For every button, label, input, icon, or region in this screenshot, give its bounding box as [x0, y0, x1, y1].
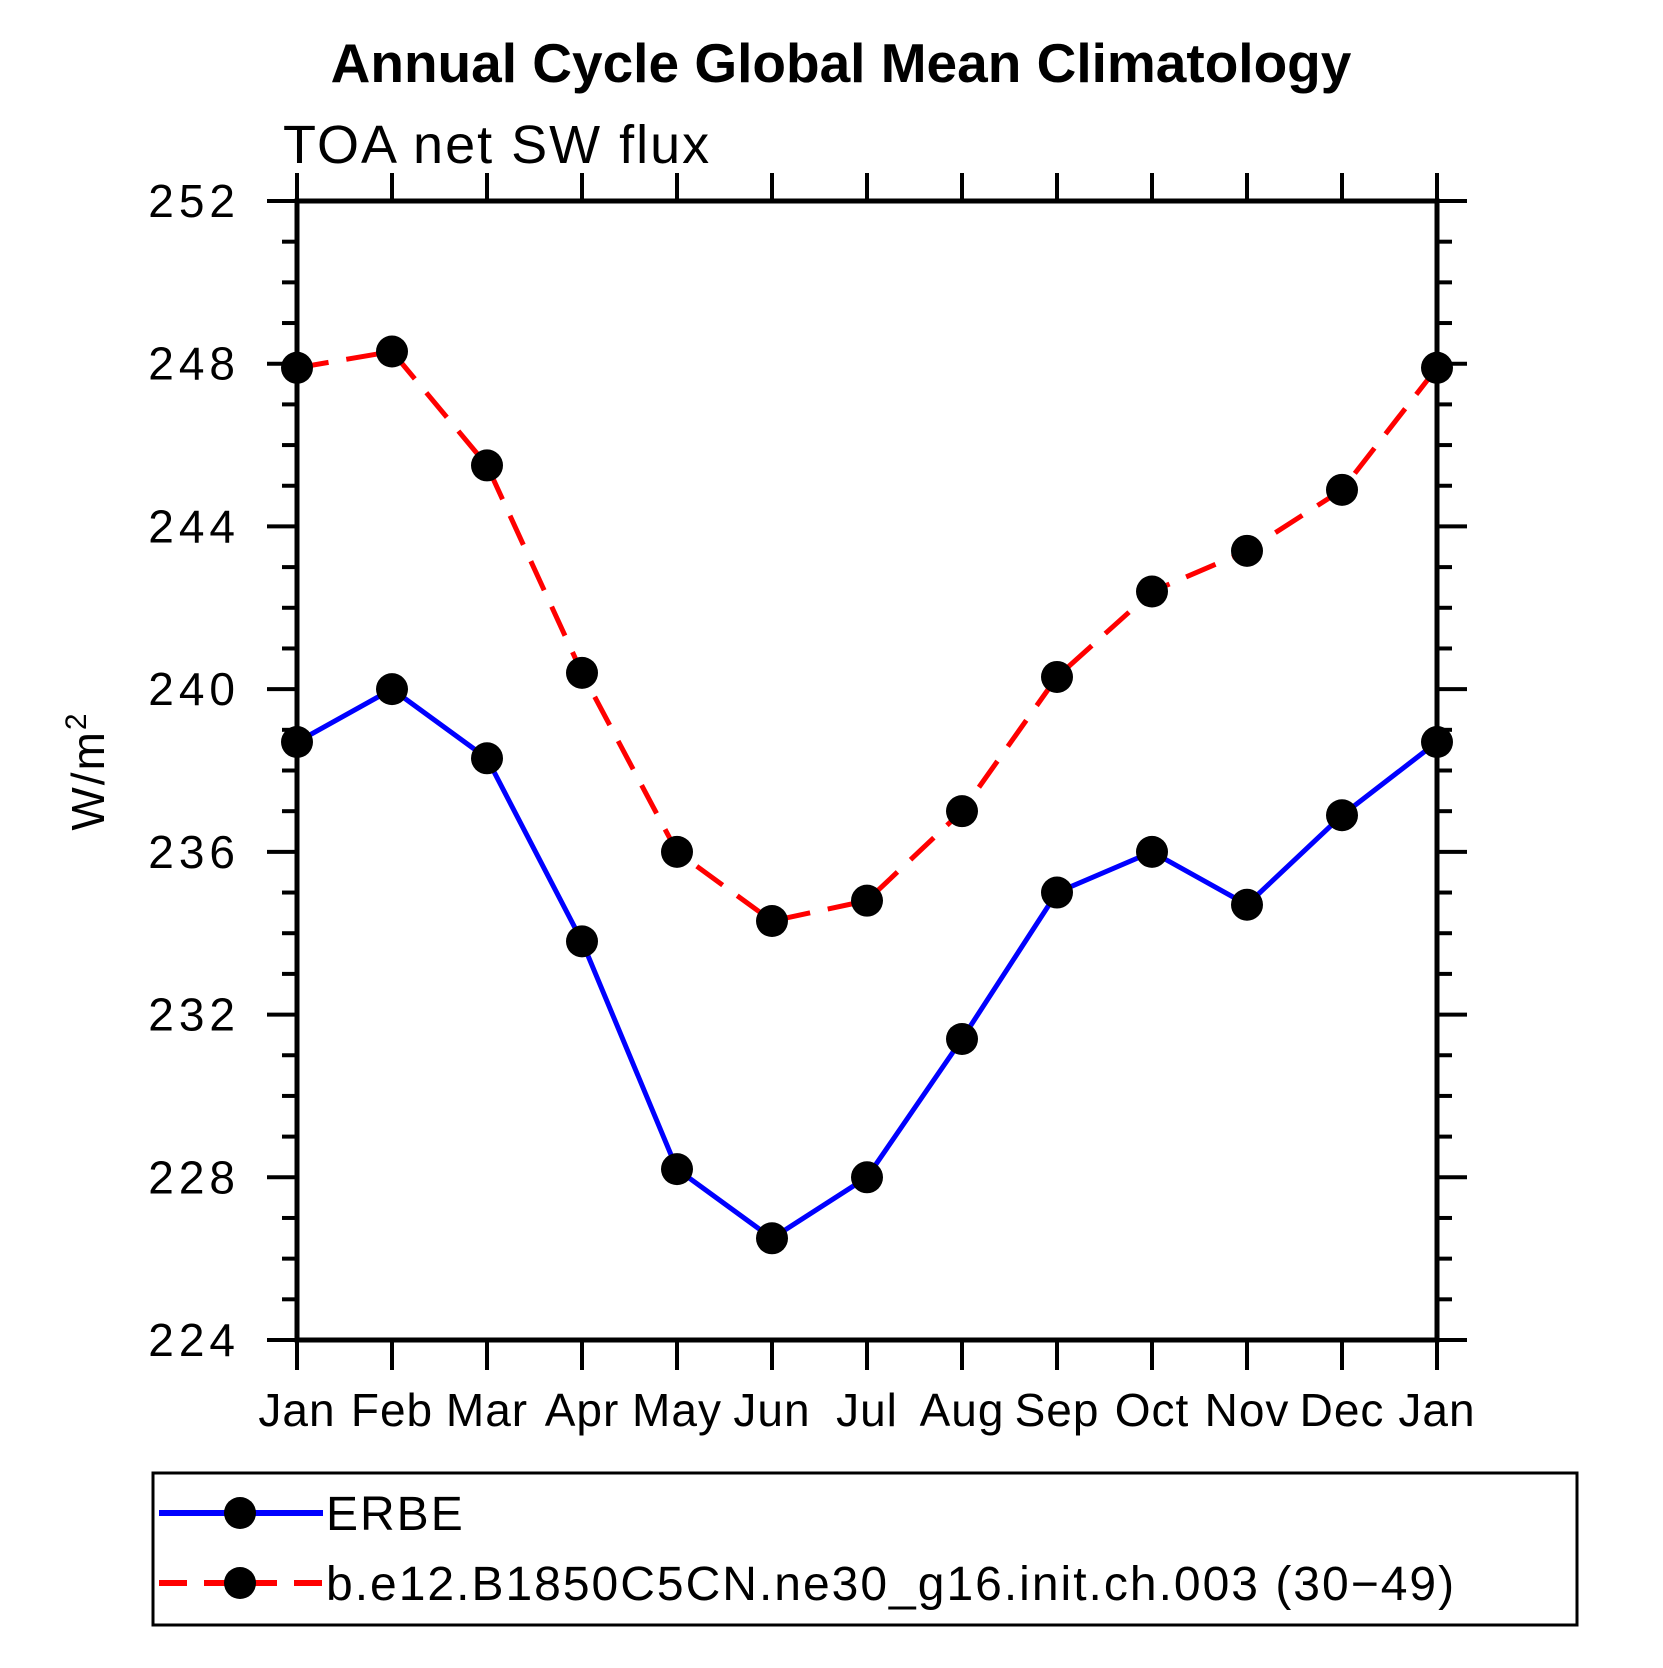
- x-month-label: Feb: [351, 1384, 433, 1436]
- data-point-marker-s1-3: [566, 656, 598, 689]
- data-point-marker-s1-0: [281, 351, 313, 384]
- series-line-1: [296, 348, 1439, 924]
- data-point-marker-s0-1: [376, 673, 408, 706]
- y-tick-label: 248: [148, 338, 240, 390]
- legend-label-model: b.e12.B1850C5CN.ne30_g16.init.ch.003 (30…: [326, 1558, 1456, 1611]
- legend-item-erbe: ERBE: [159, 1488, 465, 1541]
- data-point-marker-s0-12: [1421, 726, 1453, 759]
- data-point-marker-s0-11: [1326, 799, 1358, 832]
- data-point-marker-s1-7: [946, 795, 978, 828]
- y-tick-label: 228: [148, 1151, 240, 1203]
- legend-marker-dot-model: [224, 1567, 256, 1599]
- data-point-marker-s0-3: [566, 925, 598, 958]
- y-tick-label: 240: [148, 663, 240, 715]
- y-tick-label: 244: [148, 500, 240, 552]
- data-point-marker-s0-2: [471, 742, 503, 775]
- x-month-label: Sep: [1015, 1384, 1100, 1436]
- data-point-marker-s0-7: [946, 1022, 978, 1055]
- x-month-label: Aug: [920, 1384, 1005, 1436]
- data-point-marker-s0-10: [1231, 888, 1263, 921]
- data-point-marker-s0-0: [281, 726, 313, 759]
- x-month-label: Apr: [545, 1384, 620, 1436]
- x-month-label: Jan: [258, 1384, 335, 1436]
- y-tick-label: 232: [148, 989, 240, 1041]
- x-month-label: Mar: [446, 1384, 528, 1436]
- series-line-0: [295, 686, 1439, 1242]
- data-point-marker-s1-10: [1231, 534, 1263, 567]
- data-point-marker-s1-2: [471, 449, 503, 482]
- chart-title: Annual Cycle Global Mean Climatology: [331, 32, 1352, 94]
- data-point-marker-s1-4: [661, 835, 693, 868]
- x-month-label: Jan: [1398, 1384, 1475, 1436]
- x-month-label: Dec: [1300, 1384, 1385, 1436]
- y-tick-label: 236: [148, 826, 240, 878]
- data-point-marker-s1-9: [1136, 575, 1168, 608]
- series-overlay: [281, 335, 1453, 1255]
- y-axis-label: W/m2: [60, 711, 114, 830]
- plot-frame: [294, 198, 1440, 1343]
- data-point-marker-s0-8: [1041, 876, 1073, 909]
- x-month-label: May: [632, 1384, 722, 1436]
- data-point-marker-s1-6: [851, 884, 883, 917]
- legend: ERBE b.e12.B1850C5CN.ne30_g16.init.ch.00…: [151, 1471, 1579, 1627]
- x-month-label: Jun: [733, 1384, 810, 1436]
- chart-subtitle: TOA net SW flux: [283, 115, 711, 175]
- data-point-marker-s0-9: [1136, 835, 1168, 868]
- data-point-marker-s1-5: [756, 905, 788, 938]
- data-point-marker-s1-1: [376, 335, 408, 368]
- data-point-marker-s1-11: [1326, 473, 1358, 506]
- legend-item-model: b.e12.B1850C5CN.ne30_g16.init.ch.003 (30…: [159, 1558, 1456, 1611]
- data-point-marker-s1-12: [1421, 351, 1453, 384]
- x-month-label: Jul: [836, 1384, 898, 1436]
- x-month-label: Nov: [1205, 1384, 1290, 1436]
- data-point-marker-s0-4: [661, 1153, 693, 1186]
- y-tick-label: 224: [148, 1314, 240, 1366]
- data-point-marker-s0-6: [851, 1161, 883, 1194]
- legend-frame: [151, 1471, 1579, 1627]
- data-point-marker-s0-5: [756, 1222, 788, 1255]
- y-tick-label: 252: [148, 175, 240, 227]
- legend-label-erbe: ERBE: [326, 1488, 465, 1541]
- data-point-marker-s1-8: [1041, 660, 1073, 693]
- legend-marker-dot-erbe: [224, 1497, 256, 1529]
- x-month-label: Oct: [1115, 1384, 1190, 1436]
